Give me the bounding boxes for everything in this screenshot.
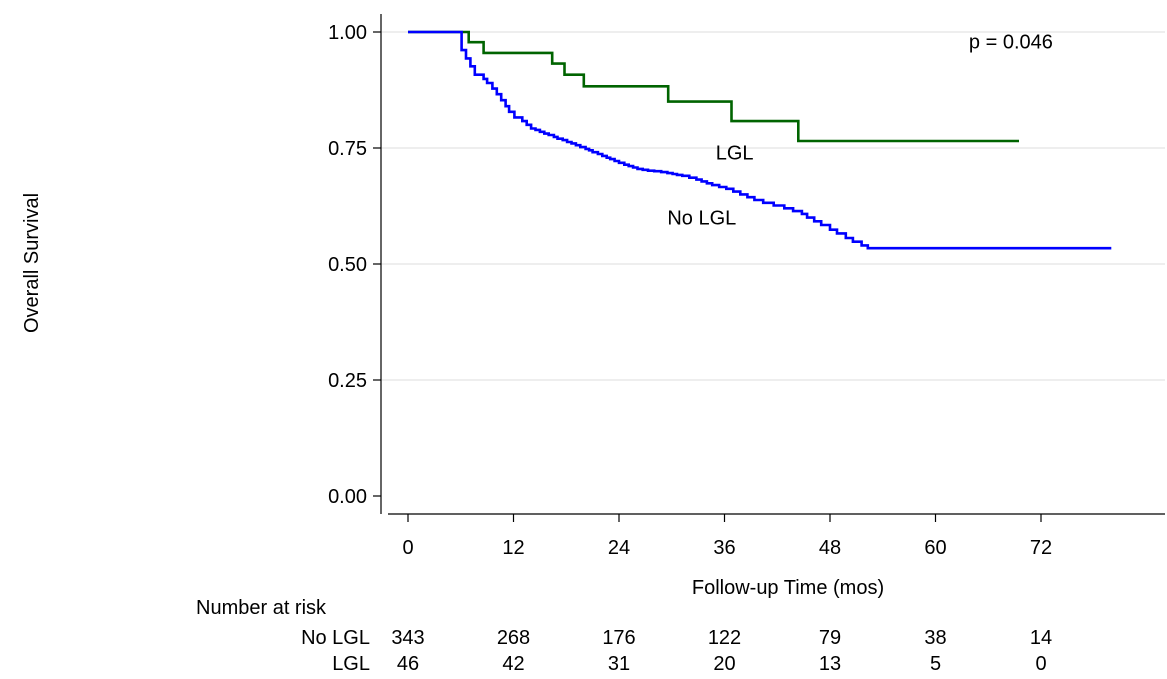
risk-count-1-4: 13 [819, 653, 841, 675]
x-tick-label-3: 36 [713, 537, 735, 559]
risk-count-1-6: 0 [1035, 653, 1046, 675]
risk-count-0-4: 79 [819, 627, 841, 649]
x-tick-label-2: 24 [608, 537, 630, 559]
y-axis-title: Overall Survival [21, 193, 43, 333]
y-tick-label-1: 0.25 [328, 370, 367, 392]
risk-count-1-5: 5 [930, 653, 941, 675]
y-tick-label-2: 0.50 [328, 254, 367, 276]
risk-count-1-2: 31 [608, 653, 630, 675]
annotation-1: LGL [716, 143, 754, 165]
risk-count-0-0: 343 [391, 627, 424, 649]
x-tick-label-6: 72 [1030, 537, 1052, 559]
risk-count-0-5: 38 [924, 627, 946, 649]
risk-count-0-2: 176 [602, 627, 635, 649]
x-tick-label-1: 12 [502, 537, 524, 559]
risk-count-1-3: 20 [713, 653, 735, 675]
risk-count-1-0: 46 [397, 653, 419, 675]
annotations: p = 0.046 LGL No LGL [667, 31, 1053, 229]
survival-curves [408, 30, 1112, 250]
risk-table-title: Number at risk [196, 597, 327, 619]
y-tick-label-4: 1.00 [328, 22, 367, 44]
axes: 0.00 0.25 0.50 0.75 1.00 0 12 24 36 48 60 72 [328, 14, 1165, 559]
annotation-2: No LGL [667, 208, 736, 230]
x-tick-label-5: 60 [924, 537, 946, 559]
risk-count-0-6: 14 [1030, 627, 1052, 649]
x-tick-label-0: 0 [402, 537, 413, 559]
y-tick-label-3: 0.75 [328, 138, 367, 160]
risk-count-0-1: 268 [497, 627, 530, 649]
y-tick-label-0: 0.00 [328, 486, 367, 508]
annotation-0: p = 0.046 [969, 31, 1053, 53]
x-tick-label-4: 48 [819, 537, 841, 559]
series-line-no-lgl [408, 30, 1112, 250]
risk-table: Number at risk No LGL 343 268 176 122 79 38 14 L… [196, 597, 1052, 675]
risk-row-label-1: LGL [332, 653, 370, 675]
risk-count-0-3: 122 [708, 627, 741, 649]
x-axis-title: Follow-up Time (mos) [692, 577, 884, 599]
gridlines [381, 31, 1165, 381]
risk-row-label-0: No LGL [301, 627, 370, 649]
series-line-lgl [408, 30, 1019, 143]
risk-count-1-1: 42 [502, 653, 524, 675]
